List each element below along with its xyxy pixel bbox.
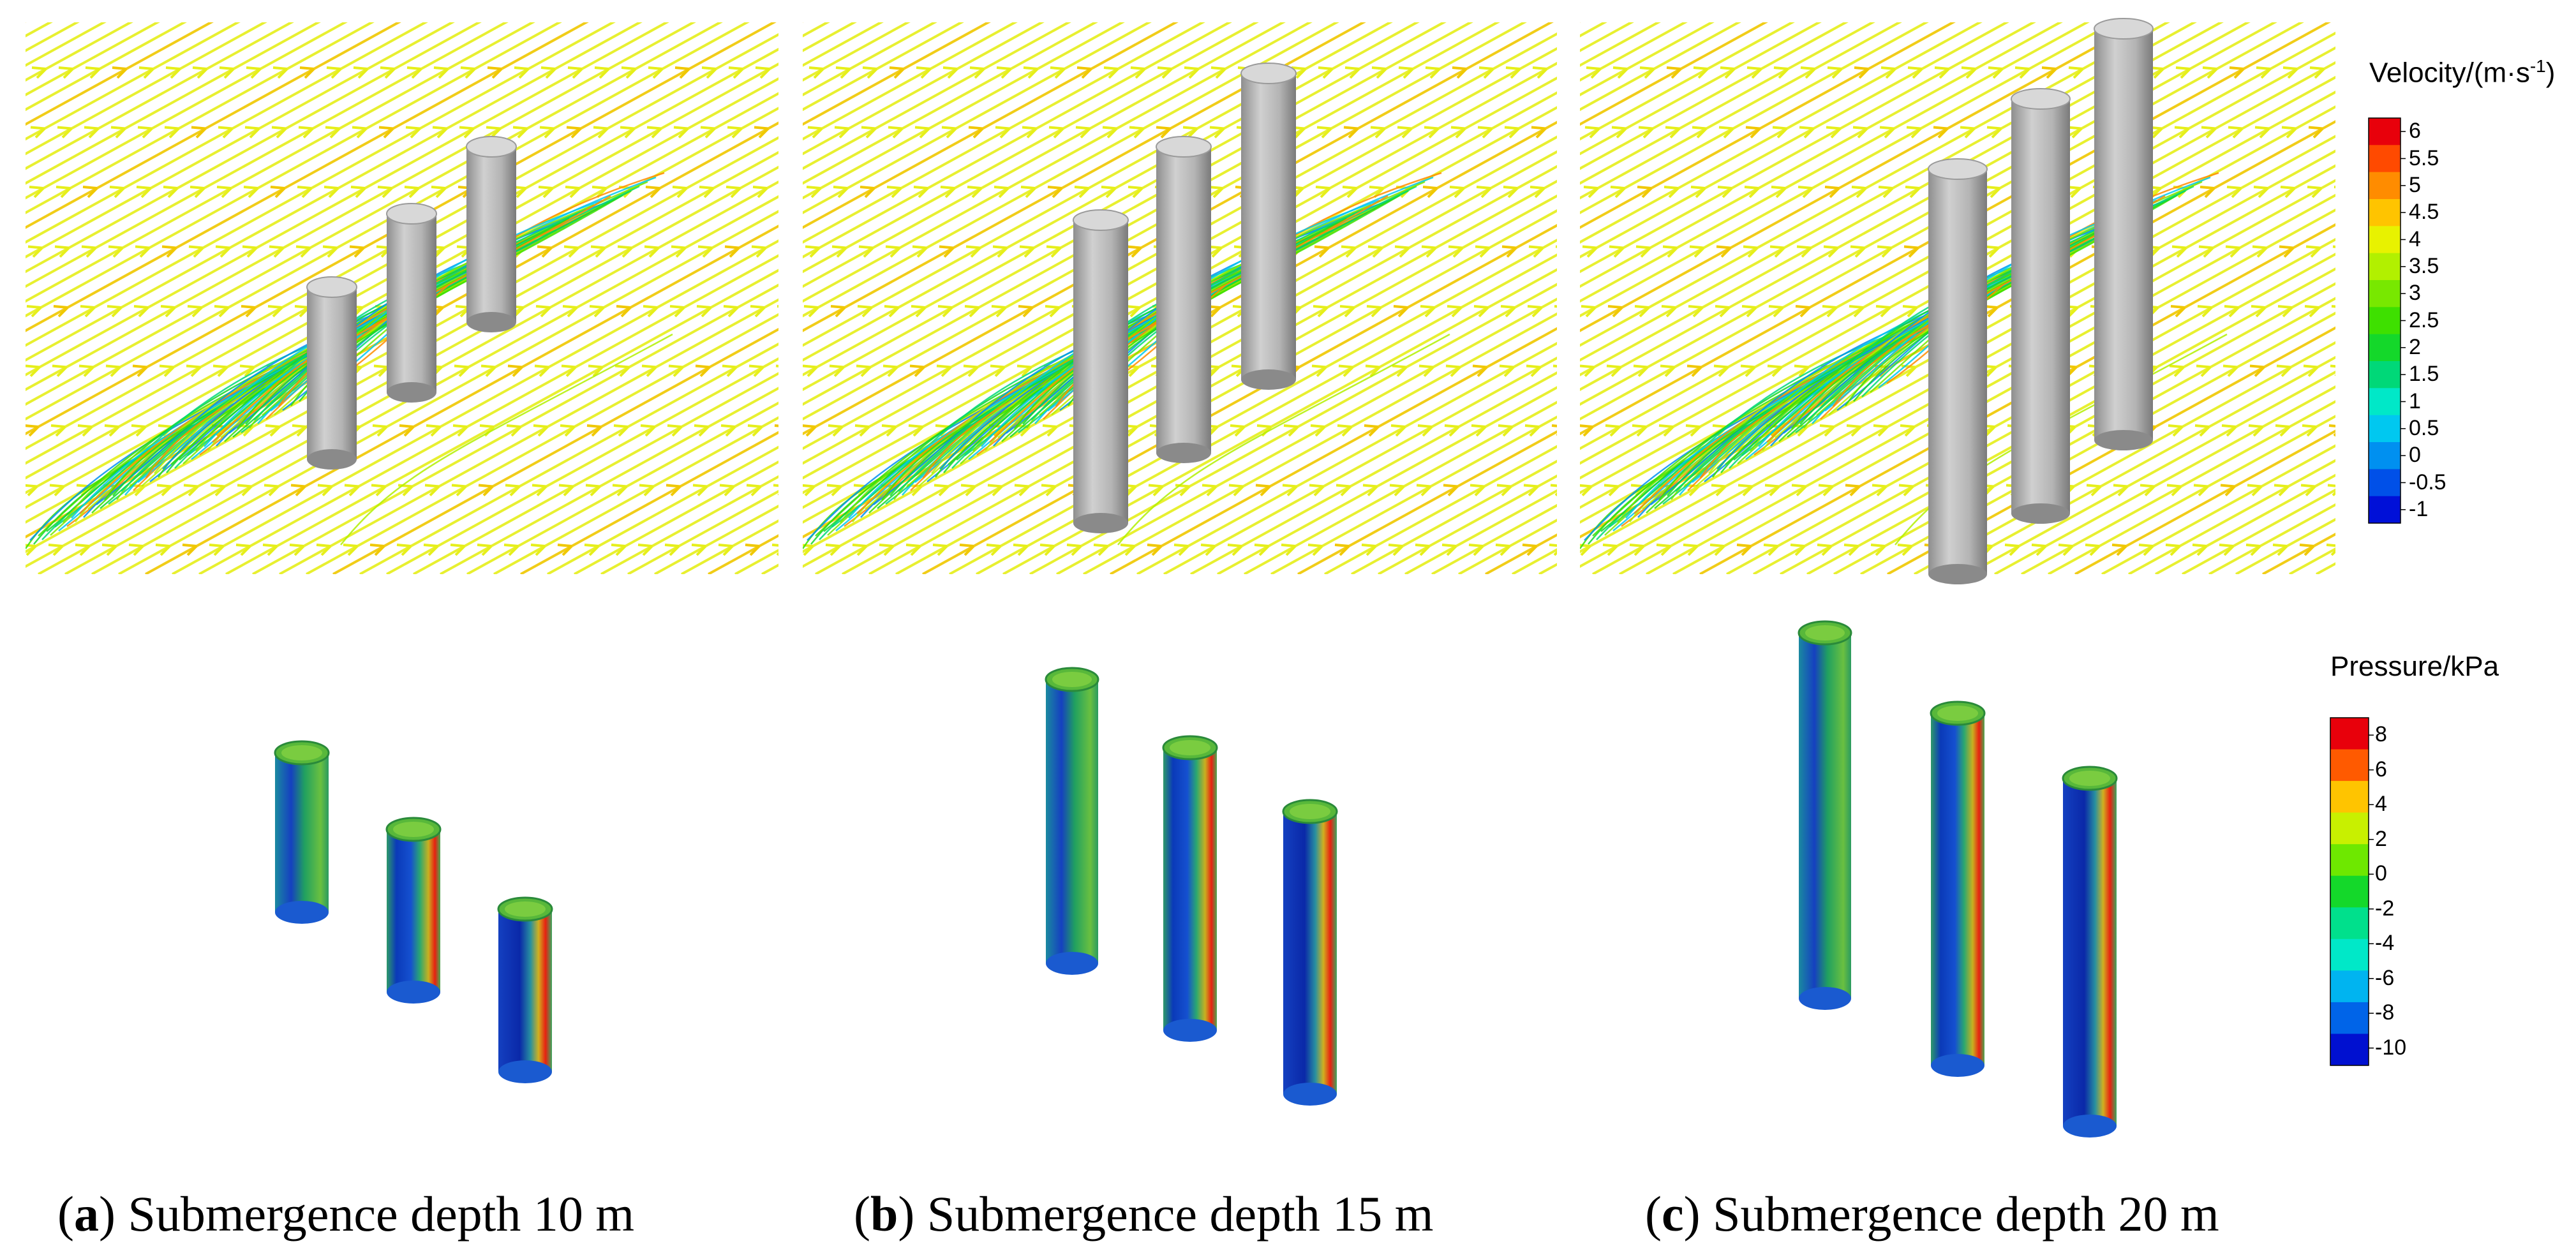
colorbar-swatch	[2369, 415, 2401, 443]
pressure-pile-cylinder	[1045, 667, 1099, 975]
colorbar-tick-label: -10	[2375, 1035, 2407, 1060]
velocity-pile-cylinder	[306, 276, 357, 470]
colorbar-swatch	[2330, 844, 2369, 877]
colorbar-swatch	[2369, 118, 2401, 145]
colorbar-swatch	[2369, 280, 2401, 308]
colorbar-tick-label: 2	[2375, 826, 2387, 851]
pressure-legend-title: Pressure/kPa	[2330, 651, 2499, 682]
velocity-pile-cylinder	[1156, 136, 1212, 463]
colorbar-swatch	[2369, 172, 2401, 200]
colorbar-swatch	[2330, 875, 2369, 908]
velocity-pile-cylinder	[386, 203, 437, 403]
colorbar-tick-label: -0.5	[2409, 470, 2446, 494]
colorbar-tick-label: 4	[2375, 792, 2387, 817]
colorbar-swatch	[2369, 226, 2401, 254]
colorbar-tick-label: 1.5	[2409, 362, 2439, 387]
caption-a: (a) Submergence depth 10 m	[57, 1186, 635, 1241]
colorbar-swatch	[2369, 469, 2401, 497]
velocity-colorbar	[2368, 117, 2406, 524]
colorbar-tick-label: -4	[2375, 931, 2395, 956]
caption-b: (b) Submergence depth 15 m	[854, 1186, 1434, 1241]
pressure-pile-cylinders	[274, 620, 2118, 1138]
velocity-pile-cylinder	[2011, 88, 2071, 524]
velocity-pile-cylinder	[1240, 63, 1297, 390]
colorbar-swatch	[2330, 1034, 2369, 1066]
velocity-pile-cylinder	[2094, 18, 2154, 450]
colorbar-tick-label: 3	[2409, 281, 2421, 306]
colorbar-tick-label: -6	[2375, 965, 2395, 990]
colorbar-tick-label: 6	[2409, 119, 2421, 144]
caption-c: (c) Submergence depth 20 m	[1645, 1186, 2219, 1241]
pressure-pile-cylinder	[1798, 620, 1852, 1010]
colorbar-swatch	[2330, 781, 2369, 813]
colorbar-swatch	[2369, 334, 2401, 362]
colorbar-tick-label: 3.5	[2409, 253, 2439, 278]
colorbar-tick-label: 4.5	[2409, 200, 2439, 225]
pressure-pile-cylinder	[385, 817, 442, 1004]
colorbar-swatch	[2369, 145, 2401, 173]
colorbar-swatch	[2369, 307, 2401, 335]
colorbar-tick-label: 1	[2409, 389, 2421, 413]
colorbar-tick-label: 8	[2375, 722, 2387, 747]
colorbar-swatch	[2369, 388, 2401, 416]
streamline-panel-a	[26, 22, 778, 574]
colorbar-tick-label: 4	[2409, 226, 2421, 251]
colorbar-swatch	[2330, 1002, 2369, 1034]
velocity-legend-title: Velocity/(m·s-1)	[2369, 56, 2556, 89]
pressure-pile-cylinder	[1930, 700, 1986, 1077]
colorbar-tick-label: -8	[2375, 1000, 2395, 1025]
colorbar-swatch	[2330, 938, 2369, 971]
velocity-pile-cylinders	[306, 18, 2154, 584]
pressure-pile-cylinder	[2062, 766, 2118, 1138]
pressure-pile-cylinder	[274, 740, 330, 924]
colorbar-swatch	[2330, 749, 2369, 782]
colorbar-swatch	[2330, 812, 2369, 845]
velocity-pile-cylinder	[1928, 158, 1988, 584]
colorbar-tick-label: 2	[2409, 334, 2421, 359]
pressure-pile-cylinder	[1162, 735, 1218, 1042]
colorbar-tick-label: 6	[2375, 757, 2387, 782]
colorbar-swatch	[2369, 442, 2401, 470]
pressure-pile-cylinder	[497, 896, 553, 1083]
colorbar-swatch	[2369, 496, 2401, 524]
colorbar-swatch	[2369, 199, 2401, 226]
colorbar-tick-label: 5	[2409, 172, 2421, 197]
colorbar-swatch	[2330, 907, 2369, 940]
colorbar-swatch	[2330, 718, 2369, 750]
colorbar-tick-label: 0	[2375, 861, 2387, 886]
colorbar-swatch	[2369, 253, 2401, 281]
colorbar-swatch	[2369, 361, 2401, 389]
colorbar-tick-label: 2.5	[2409, 308, 2439, 332]
velocity-pile-cylinder	[466, 136, 517, 332]
colorbar-tick-label: 0	[2409, 443, 2421, 468]
colorbar-tick-label: -1	[2409, 496, 2429, 521]
colorbar-tick-label: -2	[2375, 896, 2395, 921]
pressure-pile-cylinder	[1282, 799, 1338, 1106]
colorbar-swatch	[2330, 970, 2369, 1003]
pressure-colorbar	[2330, 717, 2374, 1066]
velocity-pile-cylinder	[1073, 209, 1129, 533]
colorbar-tick-label: 0.5	[2409, 415, 2439, 440]
colorbar-tick-label: 5.5	[2409, 145, 2439, 170]
